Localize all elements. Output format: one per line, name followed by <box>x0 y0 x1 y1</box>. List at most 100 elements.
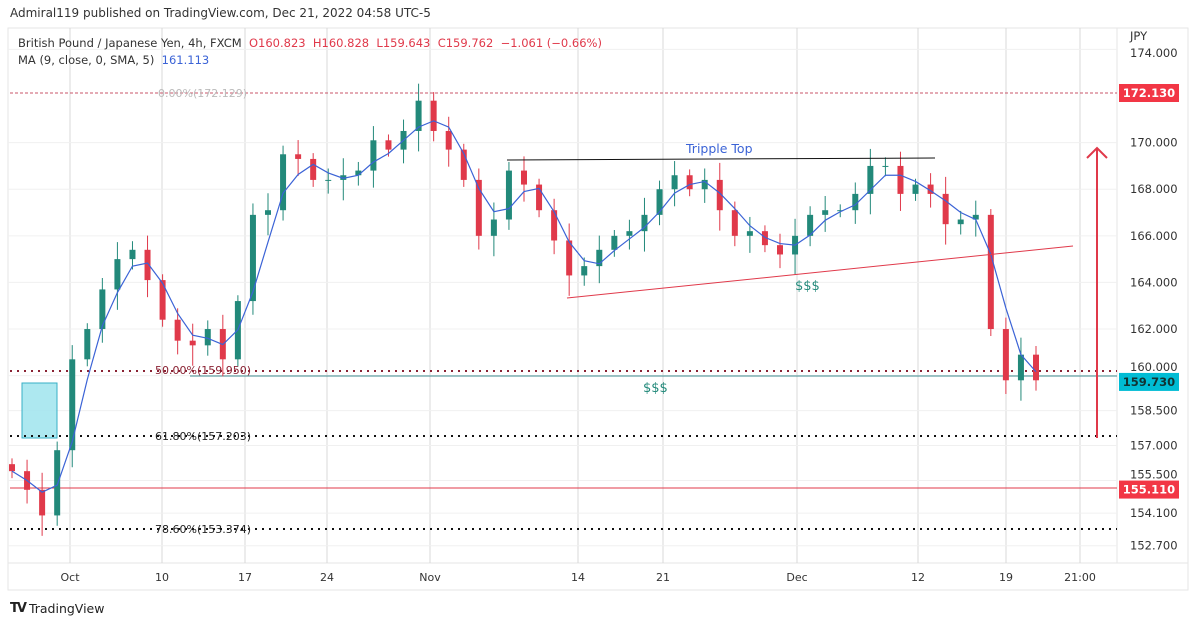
candle-body <box>189 340 196 346</box>
demand-zone-box[interactable] <box>21 382 58 439</box>
candle-body <box>69 359 76 451</box>
candle <box>536 178 543 218</box>
x-tick-label: 14 <box>571 571 585 584</box>
ma-value: 161.113 <box>161 53 210 67</box>
candle-body <box>716 179 723 211</box>
price-tag: 172.130 <box>1119 84 1179 102</box>
candle <box>746 216 753 253</box>
price-tag: 155.110 <box>1119 480 1179 499</box>
candle-body <box>927 184 934 194</box>
candle <box>174 308 181 355</box>
candle <box>265 193 271 236</box>
candle-body <box>912 184 919 194</box>
candle-body <box>867 165 874 194</box>
candle <box>716 162 723 231</box>
candle <box>430 92 437 142</box>
candle <box>490 202 497 257</box>
candle-body <box>972 214 979 220</box>
x-tick-label: 12 <box>911 571 925 584</box>
x-tick-label: Nov <box>419 571 441 584</box>
fib-50-label: 50.00%(159.950) <box>155 364 251 377</box>
candle-body <box>265 210 271 215</box>
price-tag-bg <box>1119 372 1179 391</box>
candle-body <box>566 240 573 276</box>
candle-body <box>942 193 949 225</box>
candle <box>686 169 693 197</box>
candle-body <box>280 154 287 211</box>
candle-body <box>475 179 482 236</box>
candle <box>942 176 949 245</box>
candle-body <box>897 165 904 194</box>
candle <box>144 235 151 298</box>
candle-body <box>761 231 768 246</box>
ma-label: MA (9, close, 0, SMA, 5) <box>18 53 155 67</box>
symbol-name: British Pound / Japanese Yen, 4h, FXCM <box>18 36 242 50</box>
candle-body <box>731 210 738 236</box>
ohlc-low: L159.643 <box>376 36 431 50</box>
x-tick-label: 24 <box>320 571 334 584</box>
y-tick-label: 160.000 <box>1130 360 1178 374</box>
x-tick-label: 19 <box>999 571 1013 584</box>
candle-body <box>596 249 603 267</box>
candle <box>987 209 994 337</box>
candle <box>189 323 196 366</box>
ma-row: MA (9, close, 0, SMA, 5) 161.113 <box>18 52 602 69</box>
candle <box>9 458 15 479</box>
candle <box>460 143 467 187</box>
candle <box>114 242 121 310</box>
candle <box>159 274 166 327</box>
candle <box>761 225 768 253</box>
candle <box>521 156 527 202</box>
candle-body <box>325 179 332 181</box>
candle <box>295 140 302 176</box>
currency-label: JPY <box>1129 29 1148 43</box>
candle-body <box>656 189 663 215</box>
tradingview-logo-icon: TV <box>10 601 27 616</box>
candle <box>852 182 859 224</box>
candle <box>505 161 512 230</box>
candle-body <box>249 214 256 302</box>
publish-info: Admiral119 published on TradingView.com,… <box>10 6 431 20</box>
candle-body <box>99 289 106 330</box>
candle <box>566 223 573 296</box>
x-tick-label: Dec <box>786 571 807 584</box>
candle <box>596 235 603 284</box>
candle-body <box>84 329 91 360</box>
price-tag-value: 172.130 <box>1123 86 1175 100</box>
candle-body <box>174 319 181 341</box>
candle-body <box>114 259 121 290</box>
y-tick-label: 168.000 <box>1130 182 1178 196</box>
up-arrow-icon[interactable] <box>1086 146 1108 438</box>
candle <box>957 210 964 235</box>
candle-body <box>460 149 467 180</box>
candle <box>1033 346 1039 391</box>
ohlc-open: O160.823 <box>248 36 306 50</box>
candle <box>972 200 979 237</box>
fib-0-label: 0.00%(172.129) <box>158 87 247 100</box>
candle-body <box>415 100 422 131</box>
y-tick-label: 162.000 <box>1130 322 1178 336</box>
candle-body <box>746 231 753 236</box>
candle-body <box>957 219 964 225</box>
candle <box>370 126 377 188</box>
neckline-trendline[interactable] <box>566 245 1074 299</box>
candle <box>99 278 106 343</box>
price-tag-bg <box>1119 84 1179 102</box>
candle-body <box>882 165 889 167</box>
candle <box>701 168 708 203</box>
candle-body <box>445 130 452 150</box>
y-tick-label: 174.000 <box>1130 46 1178 60</box>
chart-frame <box>7 27 1189 591</box>
candle <box>445 116 452 167</box>
candle-body <box>626 231 633 236</box>
candle-body <box>340 175 347 180</box>
candle-body <box>777 245 783 255</box>
y-tick-label: 154.100 <box>1130 506 1178 520</box>
candle <box>807 206 814 247</box>
triple-top-line[interactable] <box>506 157 936 161</box>
candle <box>671 161 678 207</box>
x-tick-label: 21 <box>656 571 670 584</box>
candle <box>280 145 287 221</box>
